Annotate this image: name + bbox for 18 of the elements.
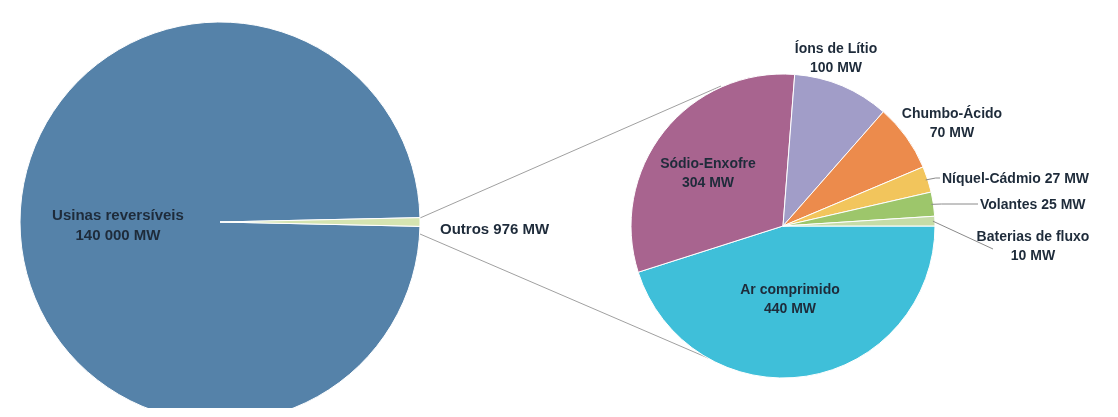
data-label: 976 MW <box>493 220 550 237</box>
data-label: 304 MW <box>681 173 735 190</box>
slice-label: Ar comprimido <box>740 281 840 297</box>
data-label: 10 MW <box>1010 246 1056 263</box>
data-label: 140 000 MW <box>75 226 162 244</box>
data-label: 70 MW <box>929 123 975 140</box>
slice-label: Níquel-Cádmio <box>942 170 1041 186</box>
slice-label: Sódio-Enxofre <box>660 155 757 171</box>
slice-label: Usinas reversíveis <box>52 206 184 223</box>
data-label: 25 MW <box>1041 196 1086 212</box>
data-label: 440 MW <box>763 299 817 316</box>
slice-label: Íons de Lítio <box>794 40 878 56</box>
slice-label: Volantes <box>980 196 1038 212</box>
slice-label: Baterias de fluxo <box>976 228 1090 244</box>
slice-label: Outros <box>440 220 490 237</box>
data-label: 100 MW <box>809 58 863 75</box>
data-label: 27 MW <box>1044 170 1090 186</box>
slice-label: Chumbo-Ácido <box>901 105 1003 121</box>
